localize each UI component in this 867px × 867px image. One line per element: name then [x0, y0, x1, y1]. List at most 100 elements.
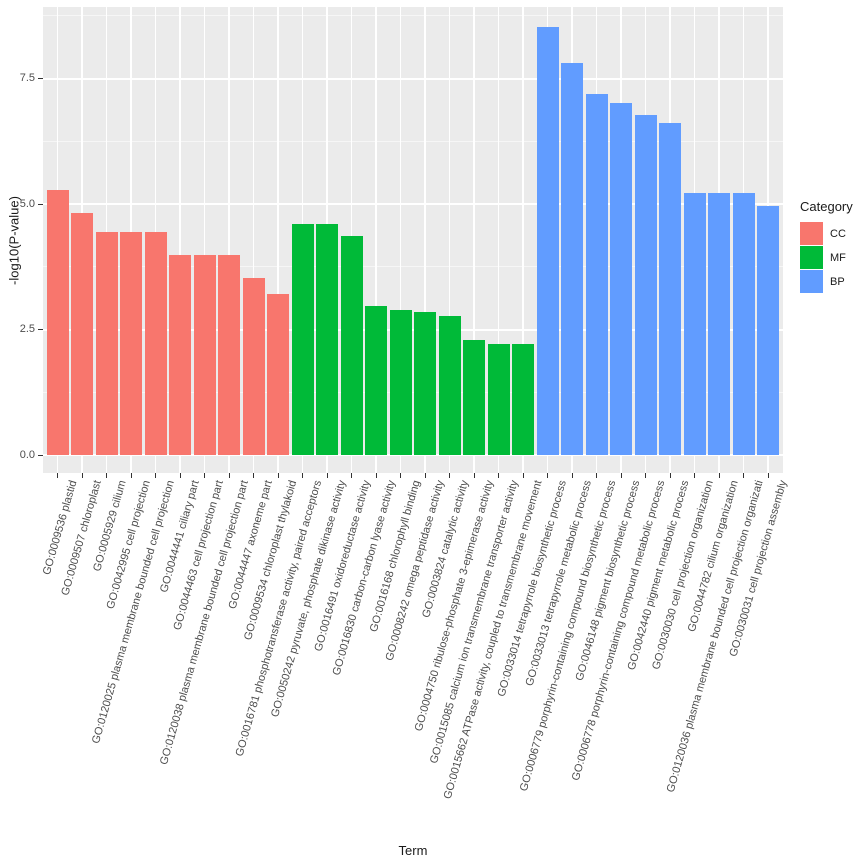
x-tick-mark [694, 473, 696, 478]
bar-mf-15 [389, 309, 412, 455]
x-tick-mark [522, 473, 524, 478]
legend-label-cc: CC [830, 227, 846, 240]
x-tick-mark [57, 473, 59, 478]
x-tick-mark [179, 473, 181, 478]
x-tick-mark [155, 473, 157, 478]
x-tick-mark [596, 473, 598, 478]
bar-bp-22 [561, 63, 584, 455]
y-tick-label: 0.0 [19, 448, 35, 461]
legend-entry-bp: BP [800, 270, 853, 293]
legend-key-bp [800, 270, 823, 293]
y-tick-mark [38, 454, 43, 456]
y-tick-label: 2.5 [19, 323, 35, 335]
legend-key-cc [800, 222, 823, 245]
plot-panel [43, 7, 783, 473]
gridline-minor [43, 15, 783, 17]
bar-mf-11 [291, 224, 314, 455]
gridline-vertical [497, 7, 500, 473]
gridline-major [43, 454, 783, 456]
gridline-vertical [448, 7, 451, 473]
x-tick-mark [277, 473, 279, 478]
bar-mf-14 [365, 305, 388, 455]
x-tick-mark [645, 473, 647, 478]
gridline-minor [43, 391, 783, 393]
bar-cc-9 [242, 278, 265, 455]
bar-bp-26 [659, 122, 682, 455]
bar-cc-10 [267, 294, 290, 455]
gridline-minor [43, 266, 783, 268]
bar-cc-7 [193, 255, 216, 455]
legend-title: Category [800, 199, 853, 214]
y-tick-label: 7.5 [19, 72, 35, 84]
x-tick-mark [375, 473, 377, 478]
x-tick-mark [351, 473, 353, 478]
bar-bp-25 [634, 114, 657, 455]
gridline-vertical [375, 7, 377, 473]
legend-entry-mf: MF [800, 246, 853, 269]
bar-mf-12 [316, 224, 339, 455]
bar-cc-5 [144, 232, 167, 455]
gridline-vertical [424, 7, 426, 473]
gridline-minor [43, 140, 783, 142]
bar-bp-29 [732, 192, 755, 455]
bar-bp-28 [708, 192, 731, 455]
x-tick-mark [302, 473, 304, 478]
gridline-vertical [473, 7, 475, 473]
bar-mf-18 [463, 339, 486, 455]
legend-label-mf: MF [830, 251, 846, 264]
x-tick-mark [228, 473, 230, 478]
gridline-major [43, 77, 783, 80]
legend-label-bp: BP [830, 275, 845, 288]
y-tick-mark [38, 329, 43, 330]
bar-mf-20 [512, 343, 535, 455]
x-tick-mark [473, 473, 475, 478]
bar-mf-17 [438, 315, 461, 455]
bar-bp-23 [585, 93, 608, 455]
legend-key-mf [800, 246, 823, 269]
x-tick-mark [400, 473, 402, 478]
y-tick-label: 5.0 [19, 197, 35, 210]
x-tick-mark [326, 473, 328, 478]
bar-bp-24 [610, 102, 633, 455]
gridline-vertical [203, 7, 206, 473]
bar-bp-21 [536, 26, 559, 455]
x-tick-mark [669, 473, 671, 478]
bar-mf-16 [414, 312, 437, 455]
bar-bp-30 [757, 205, 780, 455]
x-tick-mark [547, 473, 549, 478]
bar-cc-2 [71, 213, 94, 455]
legend: Category CC MF BP [800, 199, 853, 294]
legend-entries: CC MF BP [800, 222, 853, 293]
x-tick-mark [743, 473, 745, 478]
x-tick-mark [81, 473, 83, 478]
gridline-vertical [179, 7, 181, 473]
x-tick-mark [571, 473, 573, 478]
gridline-vertical [252, 7, 255, 473]
bar-cc-4 [120, 232, 143, 455]
y-axis-title: -log10(P-value) [6, 196, 22, 285]
gridline-vertical [277, 7, 279, 473]
x-axis-title: Term [398, 843, 428, 858]
y-tick-mark [38, 78, 43, 79]
bar-mf-13 [340, 236, 363, 455]
x-tick-mark [253, 473, 255, 478]
x-tick-mark [767, 473, 769, 478]
gridline-vertical [399, 7, 402, 473]
x-tick-mark [130, 473, 132, 478]
gridline-major [43, 203, 783, 205]
bar-cc-1 [46, 189, 69, 455]
legend-entry-cc: CC [800, 222, 853, 245]
gridline-vertical [228, 7, 230, 473]
bar-cc-6 [169, 255, 192, 455]
x-tick-mark [424, 473, 426, 478]
bar-mf-19 [487, 343, 510, 455]
x-tick-mark [498, 473, 500, 478]
bar-cc-3 [95, 232, 118, 455]
x-tick-mark [204, 473, 206, 478]
bar-bp-27 [683, 192, 706, 455]
x-tick-mark [106, 473, 108, 478]
x-tick-mark [449, 473, 451, 478]
y-tick-mark [38, 203, 43, 205]
gridline-vertical [522, 7, 524, 473]
